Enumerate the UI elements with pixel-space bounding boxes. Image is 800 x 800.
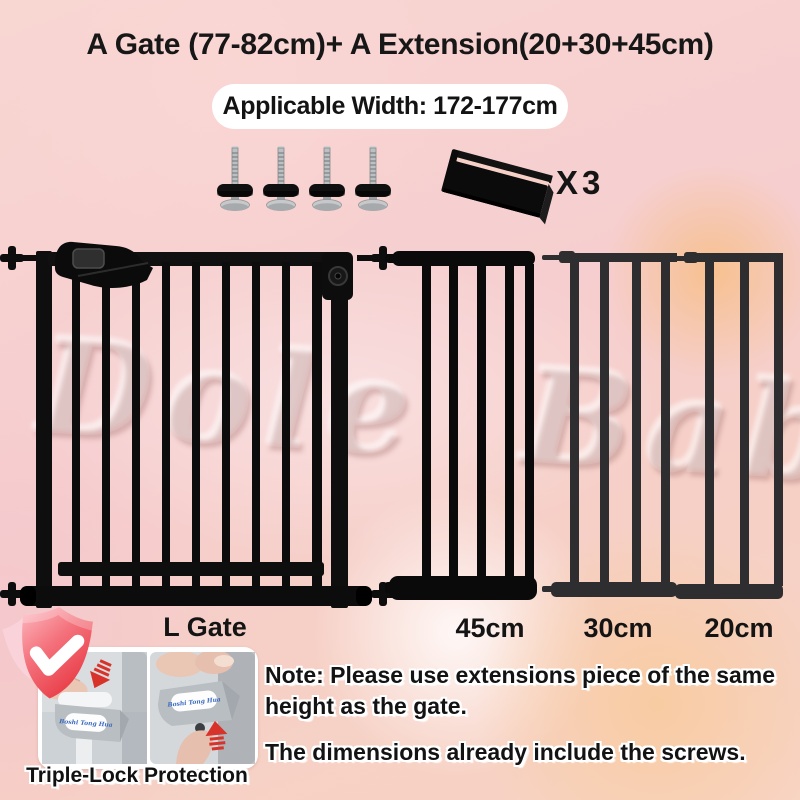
extension-quantity-label: X3 — [556, 164, 605, 201]
gate-size-label: L Gate — [163, 612, 247, 642]
applicable-width-badge: Applicable Width: 172-177cm — [212, 84, 568, 129]
extension-45cm — [385, 251, 537, 600]
extension-20cm — [666, 252, 783, 599]
page-title: A Gate (77-82cm)+ A Extension(20+30+45cm… — [86, 28, 714, 61]
pressure-screws-icon — [216, 145, 392, 212]
arrow-up-icon — [204, 721, 227, 751]
gate-illustration — [0, 241, 395, 608]
lock-photo-press-up: Boshi Tong Hua — [149, 652, 255, 764]
extension-pieces-illustration — [385, 251, 783, 600]
note-line-2: The dimensions already include the screw… — [265, 739, 746, 765]
gate-handle — [54, 241, 154, 288]
gate-hinge — [322, 252, 353, 300]
extension-30-label: 30cm — [583, 613, 653, 643]
extension-20-label: 20cm — [704, 613, 774, 643]
triple-lock-caption: Triple-Lock Protection — [26, 764, 248, 787]
applicable-width-text: Applicable Width: 172-177cm — [222, 92, 558, 120]
shield-check-icon — [2, 607, 93, 699]
lock-brand-text: Boshi Tong Hua — [57, 718, 112, 729]
u-channel-extension-icon — [441, 149, 554, 225]
extension-45-label: 45cm — [455, 613, 525, 643]
extension-30cm — [542, 251, 677, 597]
wall-screw-top-left — [0, 246, 38, 270]
arrow-down-icon — [89, 659, 112, 689]
note-line-1: Note: Please use extensions piece of the… — [265, 662, 776, 719]
note-block: Note: Please use extensions piece of the… — [265, 660, 793, 768]
